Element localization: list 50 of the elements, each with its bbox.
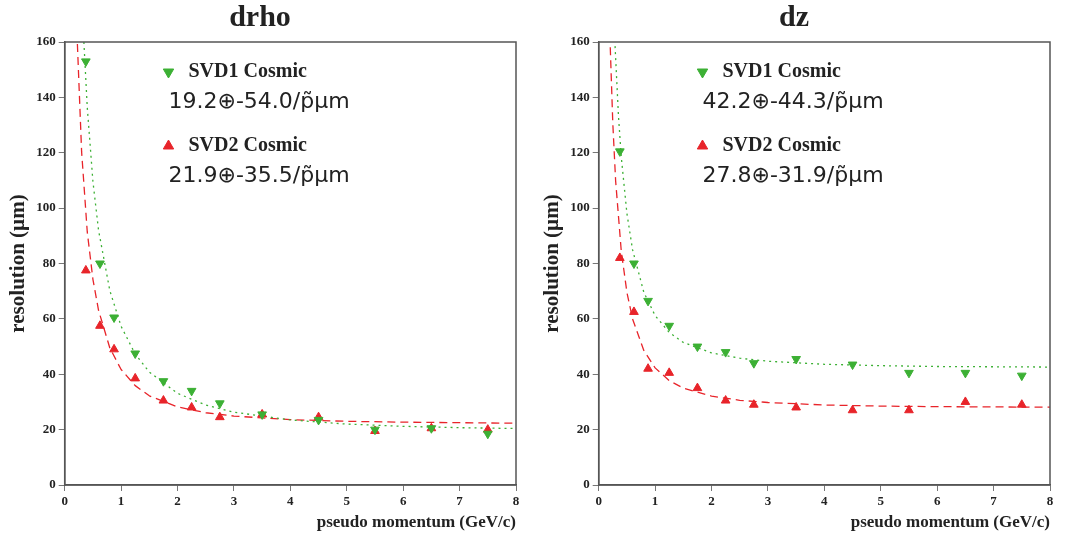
- x-tick-label: 6: [933, 493, 941, 509]
- x-tick-label: 5: [343, 493, 351, 509]
- y-tick-label: 120: [36, 144, 56, 160]
- legend-label: SVD1 Cosmic: [722, 59, 841, 82]
- x-tick-label: 1: [117, 493, 125, 509]
- y-tick-label: 140: [570, 88, 590, 104]
- x-tick-label: 7: [990, 493, 998, 509]
- x-tick-label: 8: [1046, 493, 1054, 509]
- y-tick-label: 60: [42, 310, 56, 326]
- y-tick-label: 60: [576, 310, 590, 326]
- x-tick-label: 0: [595, 493, 602, 509]
- x-tick-label: 2: [174, 493, 181, 509]
- annotation: 21.9⊕-35.5/p̃µm: [168, 161, 350, 187]
- y-tick-label: 40: [576, 365, 590, 381]
- y-tick-label: 20: [42, 420, 56, 436]
- legend-label: SVD1 Cosmic: [188, 59, 307, 82]
- y-tick-label: 100: [36, 199, 56, 215]
- x-tick-label: 7: [456, 493, 464, 509]
- x-tick-label: 6: [399, 493, 407, 509]
- y-tick-label: 20: [576, 420, 590, 436]
- y-tick-label: 160: [570, 33, 590, 49]
- y-tick-label: 120: [570, 144, 590, 160]
- chart-title: dz: [779, 0, 809, 32]
- x-tick-label: 4: [821, 493, 829, 509]
- y-tick-label: 80: [42, 254, 56, 270]
- y-tick-label: 160: [36, 33, 56, 49]
- x-axis-title: pseudo momentum (GeV/c): [316, 512, 516, 532]
- legend-label: SVD2 Cosmic: [722, 133, 841, 156]
- x-tick-label: 8: [512, 493, 520, 509]
- x-tick-label: 0: [61, 493, 68, 509]
- x-axis-title: pseudo momentum (GeV/c): [850, 512, 1050, 532]
- annotation: 42.2⊕-44.3/p̃µm: [702, 87, 884, 113]
- annotation: 19.2⊕-54.0/p̃µm: [168, 87, 350, 113]
- y-tick-label: 40: [42, 365, 56, 381]
- y-tick-label: 100: [570, 199, 590, 215]
- x-tick-label: 5: [877, 493, 885, 509]
- annotation: 27.8⊕-31.9/p̃µm: [702, 161, 884, 187]
- x-tick-label: 4: [287, 493, 295, 509]
- x-tick-label: 3: [764, 493, 772, 509]
- x-tick-label: 2: [708, 493, 715, 509]
- y-axis-title: resolution (µm): [539, 194, 564, 333]
- y-tick-label: 0: [49, 476, 56, 492]
- y-tick-label: 0: [583, 476, 590, 492]
- y-tick-label: 80: [576, 254, 590, 270]
- legend-label: SVD2 Cosmic: [188, 133, 307, 156]
- chart-title: drho: [229, 0, 291, 32]
- y-tick-label: 140: [36, 88, 56, 104]
- y-axis-title: resolution (µm): [5, 194, 30, 333]
- x-tick-label: 1: [651, 493, 659, 509]
- x-tick-label: 3: [230, 493, 238, 509]
